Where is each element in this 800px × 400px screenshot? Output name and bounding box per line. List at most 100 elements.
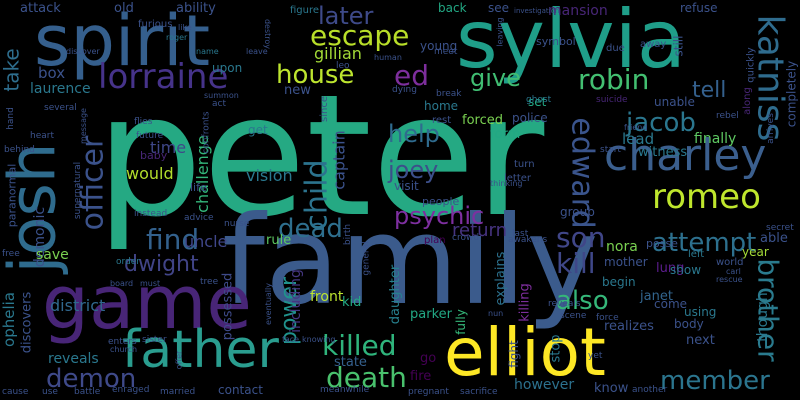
word: nun [488, 309, 504, 318]
word: visit [394, 179, 419, 193]
word: though [754, 292, 771, 342]
word: eventually [263, 283, 273, 325]
word: however [514, 377, 575, 393]
word: free [2, 249, 20, 259]
word: forced [462, 113, 503, 128]
word: enraged [112, 385, 150, 395]
word: investigation [514, 7, 560, 15]
word: break [436, 89, 462, 99]
word: district [50, 296, 106, 315]
word: completely [784, 60, 799, 128]
word: summon [204, 91, 239, 100]
word: life [190, 181, 207, 194]
word: friend [624, 123, 648, 132]
word: lorraine [98, 57, 229, 97]
word: joey [388, 156, 439, 184]
word: dead [278, 214, 343, 244]
word: son [556, 221, 606, 254]
word: death [326, 361, 407, 394]
word: meet [434, 47, 458, 57]
word: leaving [495, 17, 505, 47]
word: find [146, 223, 200, 256]
word: flies [134, 117, 153, 127]
word: vision [246, 166, 293, 185]
word: carl [726, 267, 741, 276]
word: awakens [508, 235, 548, 245]
word: new [284, 83, 311, 98]
word: box [38, 64, 66, 82]
word: last [512, 229, 529, 239]
word: would [126, 164, 174, 183]
word: upon [212, 61, 243, 75]
word: scene [560, 311, 587, 321]
word: several [44, 103, 77, 113]
word: rest [432, 115, 452, 126]
word: paranormal [5, 163, 19, 228]
word: due [606, 43, 625, 54]
word: name [196, 47, 219, 56]
word: refuse [680, 1, 718, 15]
word: away [640, 39, 667, 50]
word: uncle [184, 232, 228, 251]
word: rescue [716, 275, 743, 284]
word: reveals [48, 351, 99, 367]
word: still [671, 35, 686, 57]
word: know [594, 381, 629, 396]
word: left [688, 249, 705, 260]
word: lung [656, 261, 685, 276]
word: ability [176, 1, 216, 16]
word: fully [453, 309, 468, 335]
word: come [654, 297, 688, 311]
word: sylvia [456, 0, 686, 86]
word: set [528, 95, 547, 109]
word: form [490, 127, 521, 142]
word: face [282, 335, 300, 344]
word: kill [556, 247, 596, 280]
word: witness [638, 145, 688, 160]
word: like [178, 23, 192, 32]
word: house [276, 60, 355, 90]
word: enters [108, 337, 137, 347]
word: next [686, 333, 715, 348]
word: using [684, 305, 717, 319]
word: thinking [490, 179, 523, 188]
word: hand [5, 107, 16, 130]
word: attempt [652, 228, 757, 258]
word: later [318, 2, 374, 30]
word: people [422, 195, 460, 208]
word: finally [694, 131, 737, 147]
word: including [287, 269, 304, 333]
word: realizes [604, 319, 654, 334]
word: secret [766, 223, 794, 233]
word: crowd [452, 233, 480, 243]
word: see [488, 1, 510, 15]
word: since [318, 96, 330, 122]
word: game [42, 260, 252, 346]
word: also [556, 286, 609, 316]
word: young [420, 39, 458, 53]
word: go [420, 351, 437, 366]
word: board [110, 279, 134, 288]
word: unable [654, 95, 695, 109]
word: take [0, 48, 24, 92]
word: laurence [30, 81, 91, 97]
word: another [632, 385, 668, 395]
word: use [42, 387, 58, 397]
word: meanwhile [320, 385, 370, 395]
word: romeo [652, 177, 761, 217]
word: plan [424, 235, 446, 246]
word: discover [66, 47, 100, 56]
word: behind [4, 145, 35, 155]
word: killing [517, 283, 533, 322]
word: heart [30, 131, 54, 141]
word: leave [246, 47, 268, 56]
word: family [222, 190, 599, 332]
word: ophelia [0, 292, 18, 347]
word: fire [410, 369, 432, 384]
word: possessed [220, 272, 236, 341]
word: birth [343, 223, 354, 246]
word: nurse [224, 219, 250, 229]
word: posse [646, 237, 678, 250]
word: lead [622, 130, 655, 148]
word: mother [604, 255, 648, 269]
